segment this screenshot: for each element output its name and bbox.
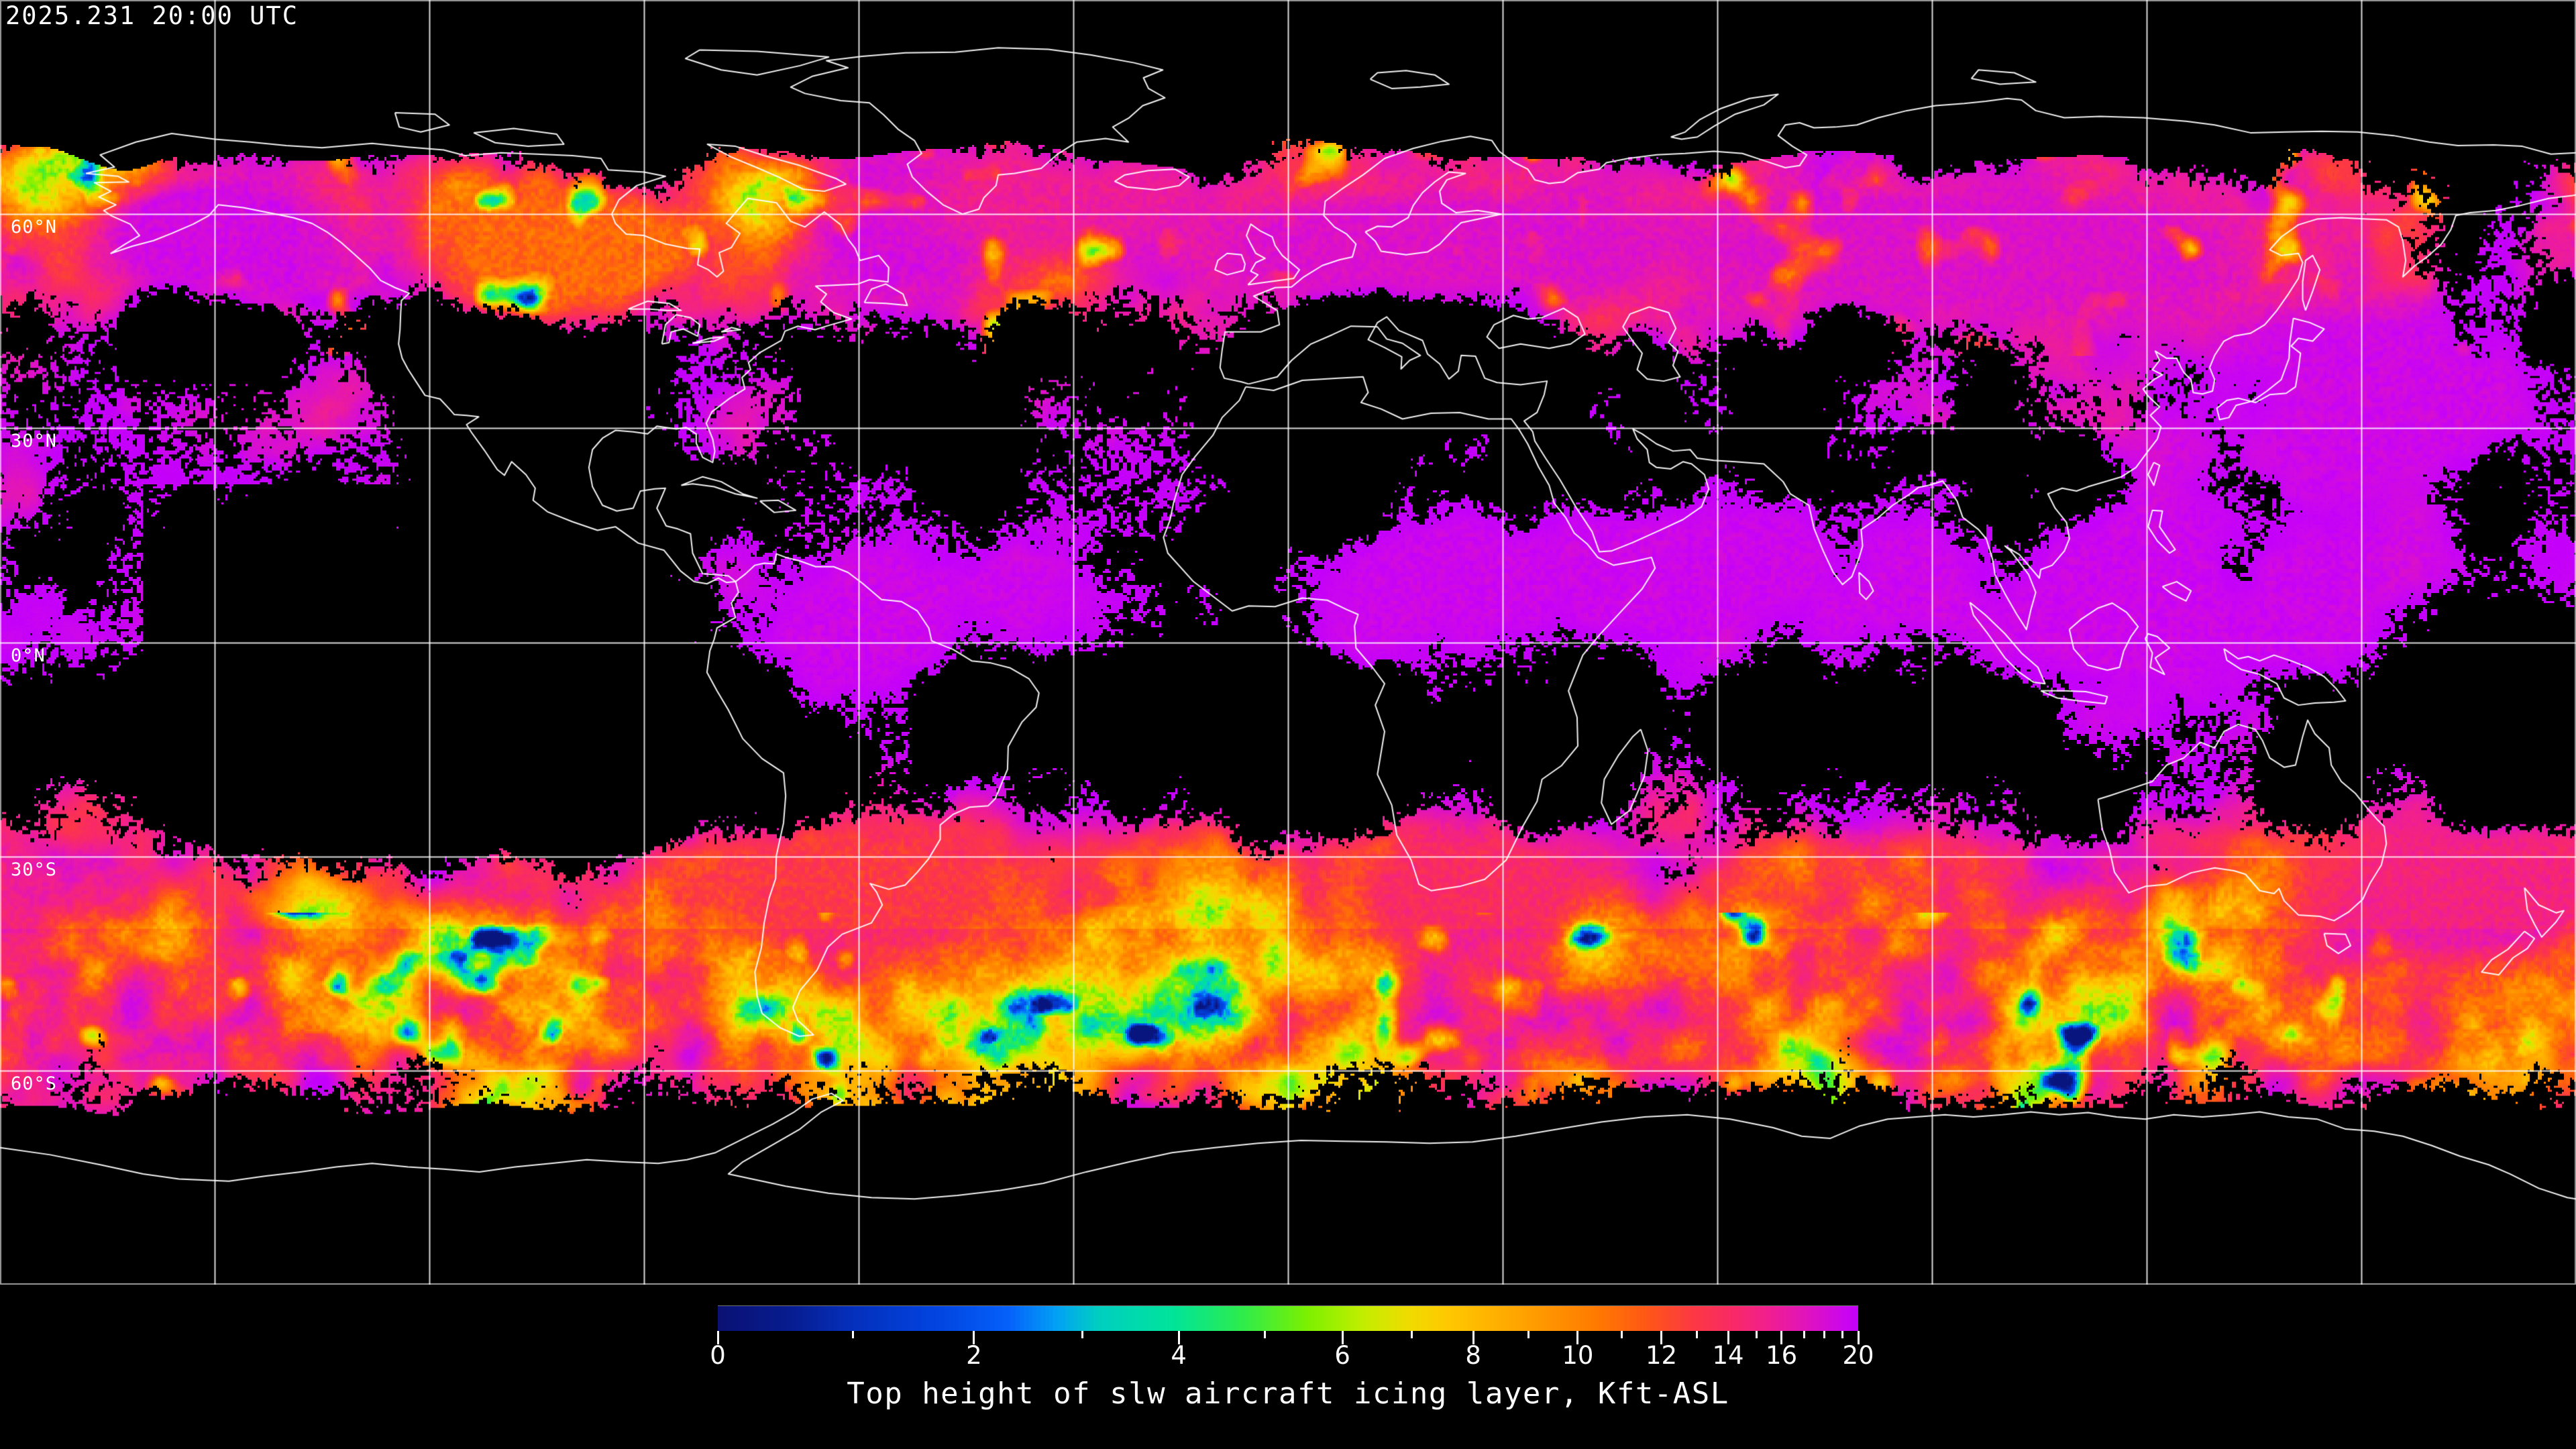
colorbar-tick [1803,1331,1805,1338]
colorbar-tick [1727,1331,1729,1344]
colorbar-tick [973,1331,975,1344]
colorbar-gradient [718,1305,1858,1331]
latitude-label: 0°N [11,645,46,666]
colorbar-tick [1341,1331,1344,1344]
latitude-label: 30°N [11,431,58,451]
colorbar-tick-label: 6 [1334,1341,1350,1370]
colorbar-tick [716,1331,719,1344]
colorbar-tick [1823,1331,1825,1338]
latitude-label: 30°S [11,859,58,880]
colorbar-tick [1695,1331,1698,1338]
colorbar-tick [1264,1331,1267,1338]
latitude-label: 60°N [11,217,58,237]
colorbar-tick-label: 12 [1645,1341,1678,1370]
colorbar-tick-label: 16 [1766,1341,1798,1370]
colorbar-tick [1081,1331,1083,1338]
colorbar-tick [1660,1331,1662,1344]
latitude-label: 60°S [11,1073,58,1094]
colorbar-tick-label: 14 [1712,1341,1744,1370]
colorbar-tick-label: 2 [966,1341,982,1370]
colorbar-tick [1621,1331,1623,1338]
colorbar-tick [1410,1331,1413,1338]
colorbar-tick [1780,1331,1783,1344]
colorbar-tick [1576,1331,1579,1344]
colorbar-tick [1857,1331,1860,1344]
colorbar-tick [1527,1331,1529,1338]
colorbar-tick-label: 8 [1465,1341,1481,1370]
coastline-grid-layer [0,0,2576,1285]
colorbar-tick-label: 0 [710,1341,726,1370]
timestamp-label: 2025.231 20:00 UTC [5,1,299,30]
colorbar-tick-label: 4 [1171,1341,1187,1370]
colorbar-tick [852,1331,855,1338]
colorbar-tick [1177,1331,1180,1344]
colorbar-tick-label: 20 [1842,1341,1874,1370]
colorbar-tick [1472,1331,1474,1344]
colorbar-caption: Top height of slw aircraft icing layer, … [847,1377,1729,1411]
colorbar-tick [1841,1331,1843,1338]
colorbar-tick [1755,1331,1758,1338]
colorbar-tick-label: 10 [1562,1341,1594,1370]
